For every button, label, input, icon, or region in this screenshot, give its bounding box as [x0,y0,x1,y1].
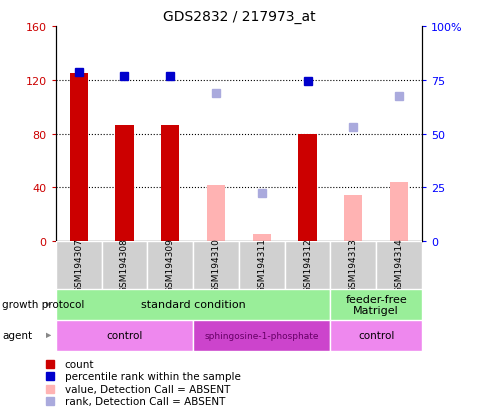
Text: control: control [106,330,142,341]
Text: GSM194311: GSM194311 [257,238,266,293]
FancyBboxPatch shape [56,242,101,289]
Bar [298,134,316,242]
Bar [56,320,193,351]
Bar [389,183,408,242]
Bar [69,74,88,242]
Bar [115,126,133,242]
FancyBboxPatch shape [284,242,330,289]
Bar [330,289,421,320]
Bar [252,235,271,242]
Bar [206,185,225,242]
FancyBboxPatch shape [330,242,376,289]
Text: GSM194310: GSM194310 [211,238,220,293]
Text: growth protocol: growth protocol [2,299,85,310]
FancyBboxPatch shape [147,242,193,289]
Polygon shape [45,332,51,339]
Text: GSM194308: GSM194308 [120,238,129,293]
Text: sphingosine-1-phosphate: sphingosine-1-phosphate [204,331,318,340]
Title: GDS2832 / 217973_at: GDS2832 / 217973_at [162,10,315,24]
Text: control: control [357,330,393,341]
Text: GSM194312: GSM194312 [302,238,311,293]
Text: rank, Detection Call = ABSENT: rank, Detection Call = ABSENT [64,396,225,406]
Text: GSM194314: GSM194314 [394,238,403,293]
Bar [193,320,330,351]
Text: count: count [64,359,94,369]
FancyBboxPatch shape [238,242,284,289]
Text: GSM194309: GSM194309 [166,238,174,293]
FancyBboxPatch shape [193,242,238,289]
Text: percentile rank within the sample: percentile rank within the sample [64,372,240,382]
Text: value, Detection Call = ABSENT: value, Detection Call = ABSENT [64,384,229,394]
Bar [330,320,421,351]
FancyBboxPatch shape [376,242,421,289]
Text: GSM194307: GSM194307 [74,238,83,293]
Bar [344,196,362,242]
Text: GSM194313: GSM194313 [348,238,357,293]
Text: standard condition: standard condition [140,299,245,310]
Bar [161,126,179,242]
Bar [56,289,330,320]
Polygon shape [45,301,51,308]
Text: agent: agent [2,330,32,341]
Text: feeder-free
Matrigel: feeder-free Matrigel [345,294,406,316]
FancyBboxPatch shape [101,242,147,289]
